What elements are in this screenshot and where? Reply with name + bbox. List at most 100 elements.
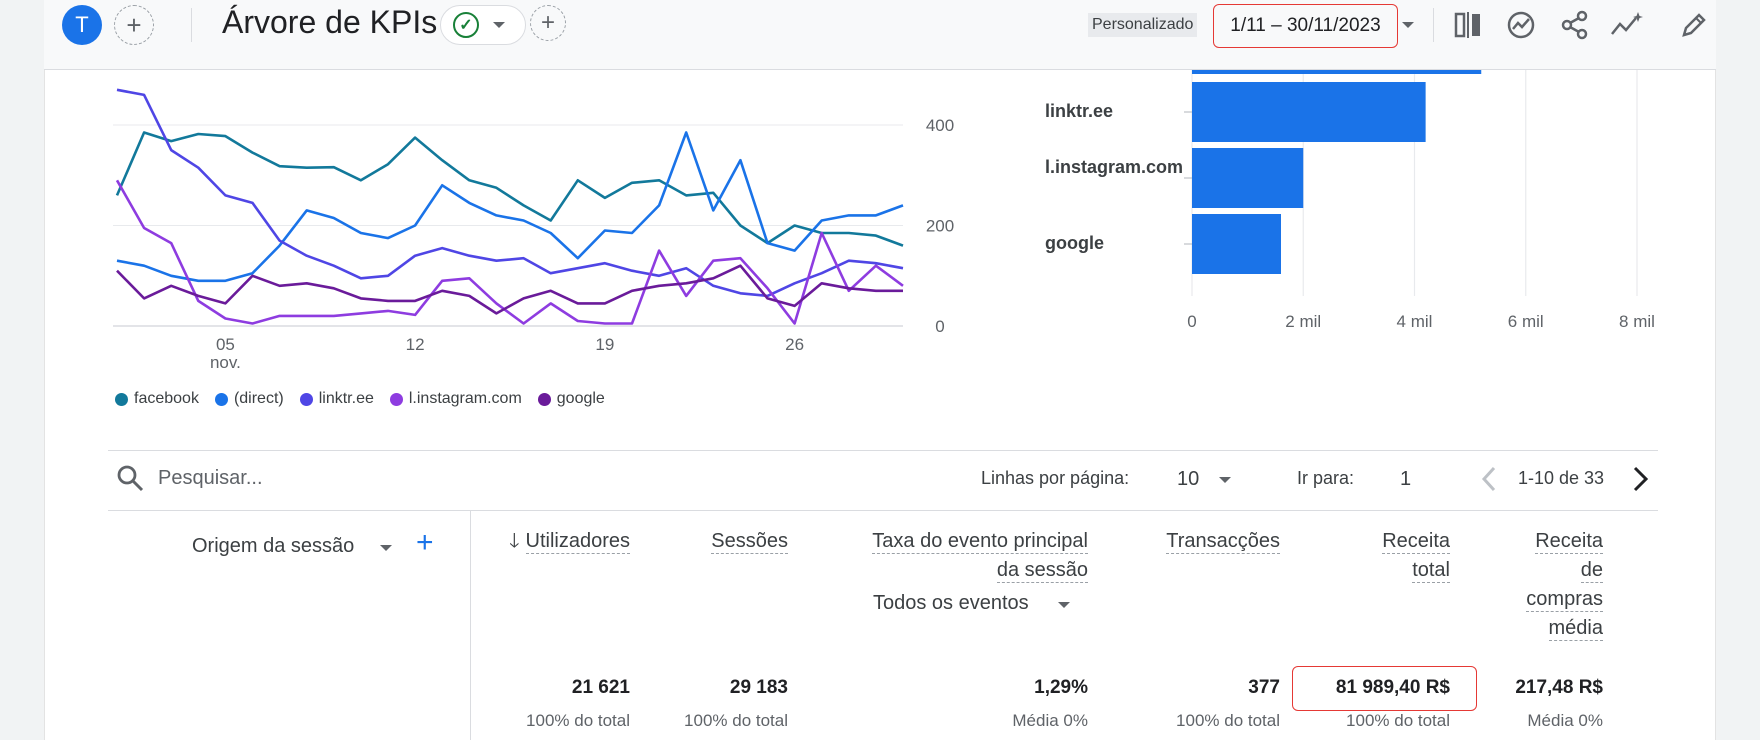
x-month-label: nov. bbox=[210, 353, 241, 372]
date-range-picker[interactable]: 1/11 – 30/11/2023 bbox=[1213, 4, 1398, 48]
bar-x-tick-label: 6 mil bbox=[1508, 312, 1544, 331]
legend-label: (direct) bbox=[233, 390, 284, 407]
prev-page-icon[interactable] bbox=[1480, 464, 1500, 499]
legend-swatch bbox=[299, 392, 313, 406]
sort-arrow-icon: 🡓 bbox=[509, 530, 520, 552]
report-canvas bbox=[44, 0, 1716, 740]
series-line-l-instagram-com bbox=[115, 179, 904, 325]
legend-item[interactable]: google bbox=[537, 390, 605, 408]
line-chart-legend: facebook (direct) linktr.ee l.instagram.com… bbox=[115, 390, 605, 408]
x-tick-label: 26 bbox=[785, 335, 804, 354]
total-avg-revenue: 217,48 R$ bbox=[1515, 677, 1603, 698]
total-transactions: 377 bbox=[1248, 677, 1280, 698]
add-comparison-button[interactable]: + bbox=[530, 5, 566, 41]
rows-per-page-label: Linhas por página: bbox=[981, 468, 1130, 488]
event-filter-dropdown[interactable]: Todos os eventos bbox=[873, 592, 1029, 614]
table-header-divider bbox=[108, 510, 1658, 511]
user-avatar[interactable]: T bbox=[62, 5, 102, 45]
series-line-google bbox=[116, 264, 903, 315]
total-sessions-share: 100% do total bbox=[684, 711, 788, 730]
insights-icon[interactable] bbox=[1503, 8, 1539, 42]
toolbar-divider bbox=[191, 8, 192, 42]
bar-x-tick-label: 4 mil bbox=[1397, 312, 1433, 331]
legend-swatch bbox=[115, 392, 128, 406]
bar-category-label: l.instagram.com bbox=[1045, 157, 1183, 177]
series-line--direct- bbox=[116, 131, 904, 283]
legend-item[interactable]: facebook bbox=[115, 390, 199, 408]
check-circle-icon: ✓ bbox=[453, 12, 479, 38]
table-search[interactable]: Pesquisar... bbox=[116, 464, 263, 492]
total-sessions: 29 183 bbox=[729, 677, 788, 698]
search-input[interactable]: Pesquisar... bbox=[158, 466, 263, 489]
total-revenue: 81 989,40 R$ bbox=[1335, 677, 1450, 698]
revenue-highlight-box bbox=[1292, 666, 1477, 711]
column-header-users[interactable]: 🡓 Utilizadores bbox=[509, 530, 630, 554]
legend-label: facebook bbox=[134, 390, 199, 407]
report-status-dropdown[interactable]: ✓ bbox=[440, 5, 526, 45]
date-range-dropdown-icon[interactable] bbox=[1402, 22, 1414, 28]
report-toolbar bbox=[44, 0, 1716, 70]
column-header-avg-revenue[interactable]: Receita de compras média bbox=[1526, 530, 1603, 641]
bar-x-tick-label: 8 mil bbox=[1619, 312, 1655, 331]
bar-category-label: linktr.ee bbox=[1045, 101, 1113, 121]
total-users-share: 100% do total bbox=[526, 711, 630, 730]
next-page-icon[interactable] bbox=[1630, 464, 1650, 499]
total-transactions-share: 100% do total bbox=[1176, 711, 1280, 730]
goto-label: Ir para: bbox=[1297, 468, 1355, 488]
x-tick-label: 19 bbox=[595, 335, 614, 354]
legend-item[interactable]: linktr.ee bbox=[299, 390, 374, 408]
avg-revenue-average: Média 0% bbox=[1527, 711, 1603, 730]
legend-label: google bbox=[556, 390, 605, 407]
date-comparison-label: Personalizado bbox=[1088, 13, 1198, 37]
page-range-label: 1-10 de 33 bbox=[1518, 468, 1605, 488]
column-header-sessions[interactable]: Sessões bbox=[711, 530, 788, 554]
y-tick-label: 400 bbox=[926, 116, 954, 135]
total-event-rate: 1,29% bbox=[1034, 677, 1088, 698]
legend-item[interactable]: l.instagram.com bbox=[389, 390, 522, 408]
add-user-button[interactable]: + bbox=[114, 5, 154, 45]
y-tick-label: 0 bbox=[935, 317, 944, 336]
chevron-down-icon[interactable] bbox=[380, 545, 392, 551]
legend-swatch bbox=[389, 392, 403, 406]
series-line-linktr-ee bbox=[116, 88, 904, 298]
bar-category-label: google bbox=[1045, 233, 1104, 253]
share-icon[interactable] bbox=[1557, 8, 1593, 42]
legend-label: l.instagram.com bbox=[408, 390, 522, 407]
y-tick-label: 200 bbox=[926, 217, 954, 236]
legend-swatch bbox=[537, 392, 551, 406]
total-revenue-share: 100% do total bbox=[1346, 711, 1450, 730]
dimension-column-divider bbox=[470, 510, 471, 740]
column-header-revenue[interactable]: Receita total bbox=[1382, 530, 1450, 583]
bar-x-tick-label: 2 mil bbox=[1285, 312, 1321, 331]
series-line-facebook bbox=[115, 131, 904, 247]
bar-l-instagram-com bbox=[1192, 148, 1304, 208]
legend-swatch bbox=[214, 392, 228, 406]
page-title: Árvore de KPIs bbox=[222, 4, 438, 40]
legend-label: linktr.ee bbox=[318, 390, 374, 407]
compare-icon[interactable] bbox=[1451, 8, 1487, 42]
chevron-down-icon bbox=[493, 22, 505, 28]
column-header-event-rate[interactable]: Taxa do evento principal da sessão bbox=[872, 530, 1088, 583]
goto-page-input[interactable]: 1 bbox=[1400, 468, 1412, 490]
search-icon bbox=[117, 465, 144, 492]
dimension-label: Origem da sessão bbox=[192, 535, 355, 557]
dimension-selector[interactable]: Origem da sessão bbox=[192, 532, 354, 561]
rows-per-page-select[interactable]: 10 bbox=[1177, 468, 1200, 490]
x-tick-label: 12 bbox=[406, 335, 425, 354]
x-tick-label: 05 bbox=[216, 335, 235, 354]
charts-svg: 400 200 0 05 12 19 26 nov. 0 2 mil 4 mil 6 mil 8 m… bbox=[113, 62, 1655, 372]
toolbar-divider bbox=[1433, 8, 1434, 42]
total-users: 21 621 bbox=[571, 677, 630, 698]
bar-linktr-ee bbox=[1192, 82, 1426, 142]
section-divider bbox=[108, 450, 1658, 451]
bar-x-tick-label: 0 bbox=[1187, 312, 1196, 331]
sparkle-trend-icon[interactable] bbox=[1609, 8, 1645, 42]
chevron-down-icon[interactable] bbox=[1058, 602, 1070, 608]
column-header-transactions[interactable]: Transacções bbox=[1166, 530, 1280, 554]
legend-item[interactable]: (direct) bbox=[214, 390, 284, 408]
chevron-down-icon[interactable] bbox=[1219, 477, 1231, 483]
edit-pencil-icon[interactable] bbox=[1676, 8, 1712, 42]
add-dimension-button[interactable]: + bbox=[416, 526, 434, 559]
bar-google bbox=[1192, 214, 1281, 274]
event-rate-average: Média 0% bbox=[1012, 711, 1088, 730]
